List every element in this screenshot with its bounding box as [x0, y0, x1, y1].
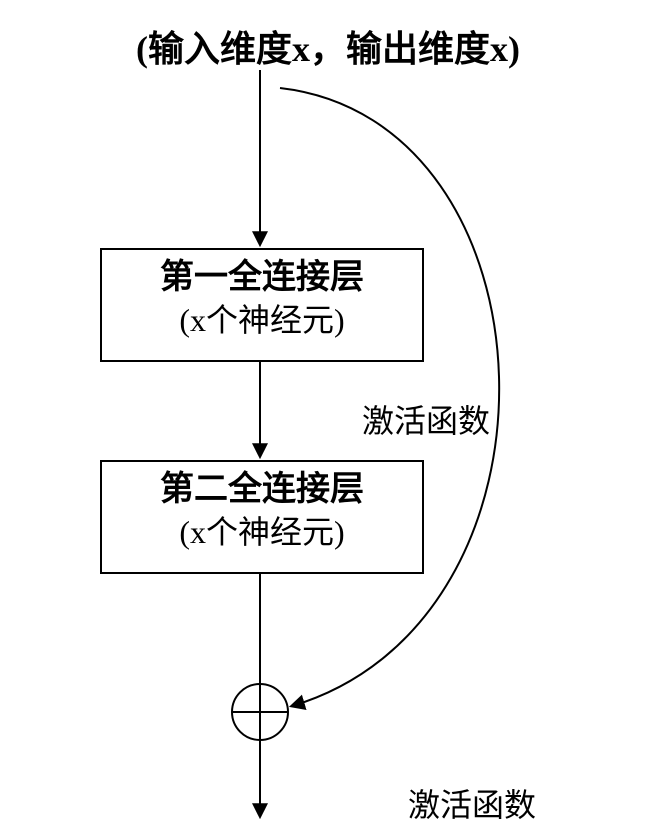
fc2-box: 第二全连接层 (x个神经元) — [100, 460, 424, 574]
fc2-title: 第二全连接层 — [106, 468, 418, 512]
diagram-connectors — [0, 0, 656, 834]
activation-label-2: 激活函数 — [408, 780, 536, 826]
fc1-title: 第一全连接层 — [106, 256, 418, 300]
fc1-subtitle: (x个神经元) — [106, 300, 418, 342]
header-label: (输入维度x，输出维度x) — [0, 20, 656, 72]
fc1-box: 第一全连接层 (x个神经元) — [100, 248, 424, 362]
fc2-subtitle: (x个神经元) — [106, 512, 418, 554]
activation-label-1: 激活函数 — [362, 396, 490, 442]
